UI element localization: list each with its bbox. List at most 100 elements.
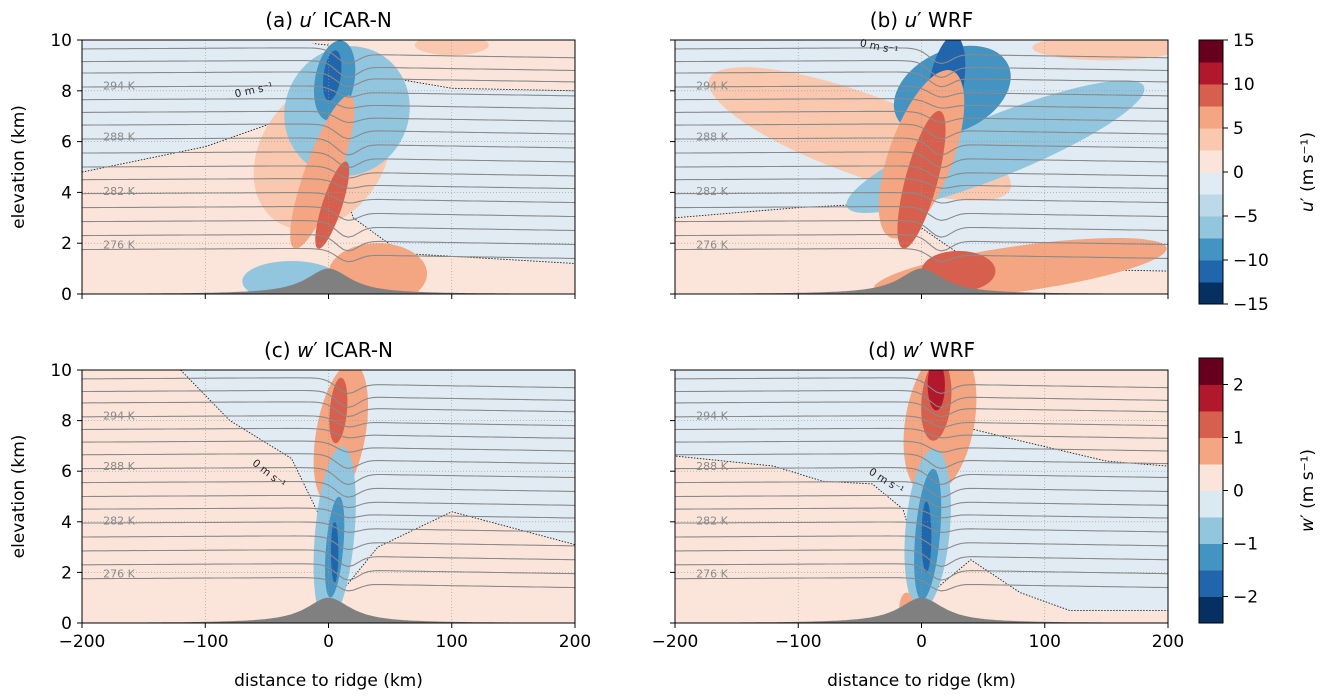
theta-contour xyxy=(675,427,1168,439)
colorbar-segment xyxy=(1199,464,1223,491)
colorbar-segment xyxy=(1199,172,1223,195)
field-blob xyxy=(330,521,339,583)
theta-contour xyxy=(82,151,575,169)
colorbar-segment xyxy=(1199,358,1223,385)
panel-title-prime: ′ xyxy=(917,8,922,32)
y-tick-label: 0 xyxy=(61,285,72,305)
colorbar-segment xyxy=(1199,282,1223,305)
colorbar-segment xyxy=(1199,596,1223,624)
colorbar-tick-label: −10 xyxy=(1233,251,1269,271)
colorbar-tick-label: 5 xyxy=(1233,119,1244,139)
theta-contour xyxy=(675,85,1168,98)
y-tick-label: 6 xyxy=(61,133,72,153)
theta-contour xyxy=(82,220,575,238)
theta-contour xyxy=(675,71,1168,88)
theta-contour xyxy=(82,110,575,124)
zero-contour-region xyxy=(179,370,575,594)
field-blob xyxy=(315,161,350,249)
theta-contour xyxy=(82,123,575,140)
colorbar-segment xyxy=(1199,543,1223,571)
theta-contour xyxy=(675,110,1168,124)
colorbar-segment xyxy=(1199,411,1223,438)
theta-label: 288 K xyxy=(103,460,135,473)
theta-contour xyxy=(675,178,1168,190)
theta-contour xyxy=(82,71,575,88)
theta-label: 282 K xyxy=(696,515,728,528)
x-axis-label: distance to ridge (km) xyxy=(234,671,423,691)
y-tick-label: 2 xyxy=(61,234,72,254)
theta-contour xyxy=(675,521,1168,533)
panel-title-var: u xyxy=(299,8,312,32)
theta-contour xyxy=(675,192,1168,204)
panel-title: (d) w′ WRF xyxy=(868,338,975,362)
plot-area xyxy=(675,370,1168,623)
theta-contour xyxy=(675,389,1168,408)
theta-contour xyxy=(675,577,1168,592)
theta-contour xyxy=(82,233,575,252)
panel-title-var: u xyxy=(904,8,917,32)
y-tick-label: 0 xyxy=(61,614,72,634)
panel-title-var: w xyxy=(903,338,920,362)
y-tick-label: 8 xyxy=(61,412,72,432)
theta-label: 288 K xyxy=(696,131,728,144)
colorbar-tick-label: −1 xyxy=(1233,535,1258,555)
terrain-ridge xyxy=(675,597,1168,623)
colorbar-tick-label: 15 xyxy=(1233,31,1255,51)
x-tick-label: −100 xyxy=(775,632,822,652)
panel-title-prime: ′ xyxy=(313,338,318,362)
theta-contour xyxy=(82,467,575,486)
panel-title: (a) u′ ICAR-N xyxy=(265,8,392,32)
theta-contour xyxy=(675,481,1168,498)
y-tick-label: 10 xyxy=(50,361,72,381)
theta-contour xyxy=(82,85,575,98)
theta-contour xyxy=(82,389,575,408)
colorbar-label-prime: ′ xyxy=(1298,197,1318,201)
colorbar-label-unit: (m s⁻¹) xyxy=(1298,132,1318,197)
colorbar-w: −2 −1 0 1 2 w′ (m s⁻¹) xyxy=(1198,357,1318,624)
panel-title-prime: ′ xyxy=(312,8,317,32)
theta-label: 282 K xyxy=(103,185,135,198)
colorbar-u: −15 −10 −5 0 5 10 15 u′ (m s⁻¹) xyxy=(1198,31,1318,315)
colorbar-tick-label: 0 xyxy=(1233,163,1244,183)
terrain-ridge xyxy=(82,268,575,294)
colorbar-label-var: w xyxy=(1298,518,1318,532)
panel-title-label: (b) xyxy=(870,8,905,32)
panel-title: (c) w′ ICAR-N xyxy=(264,338,393,362)
theta-label: 288 K xyxy=(696,460,728,473)
theta-contour xyxy=(82,440,575,453)
y-axis-label: elevation (km) xyxy=(9,105,29,229)
colorbar-segment xyxy=(1199,62,1223,85)
colorbar-tick-label: 2 xyxy=(1233,376,1244,396)
colorbar-tick-label: −2 xyxy=(1233,588,1258,608)
y-axis-label: elevation (km) xyxy=(9,435,29,559)
plot-area xyxy=(82,370,575,623)
theta-contour xyxy=(82,206,575,221)
theta-contour xyxy=(675,440,1168,453)
theta-contour xyxy=(82,415,575,428)
panel-title-model: WRF xyxy=(922,8,974,32)
theta-contour xyxy=(675,453,1168,469)
theta-contour xyxy=(675,401,1168,418)
theta-contour xyxy=(82,507,575,519)
theta-contour xyxy=(82,60,575,79)
y-tick-label: 4 xyxy=(61,513,72,533)
theta-contour xyxy=(675,206,1168,221)
panel-title-label: (c) xyxy=(264,338,297,362)
zero-contour-region xyxy=(82,40,575,264)
theta-contour xyxy=(82,494,575,509)
theta-contour xyxy=(82,401,575,418)
colorbar-segment xyxy=(1199,260,1223,283)
panel-title-model: ICAR-N xyxy=(317,8,392,32)
x-tick-label: −100 xyxy=(182,632,229,652)
plot-area xyxy=(82,40,575,294)
colorbar-segment xyxy=(1199,194,1223,217)
theta-label: 282 K xyxy=(103,515,135,528)
panel-title-var: w xyxy=(297,338,314,362)
theta-label: 282 K xyxy=(696,185,728,198)
y-tick-label: 6 xyxy=(61,462,72,482)
theta-contour xyxy=(675,377,1168,394)
theta-contour xyxy=(82,247,575,263)
theta-contour xyxy=(675,535,1168,551)
